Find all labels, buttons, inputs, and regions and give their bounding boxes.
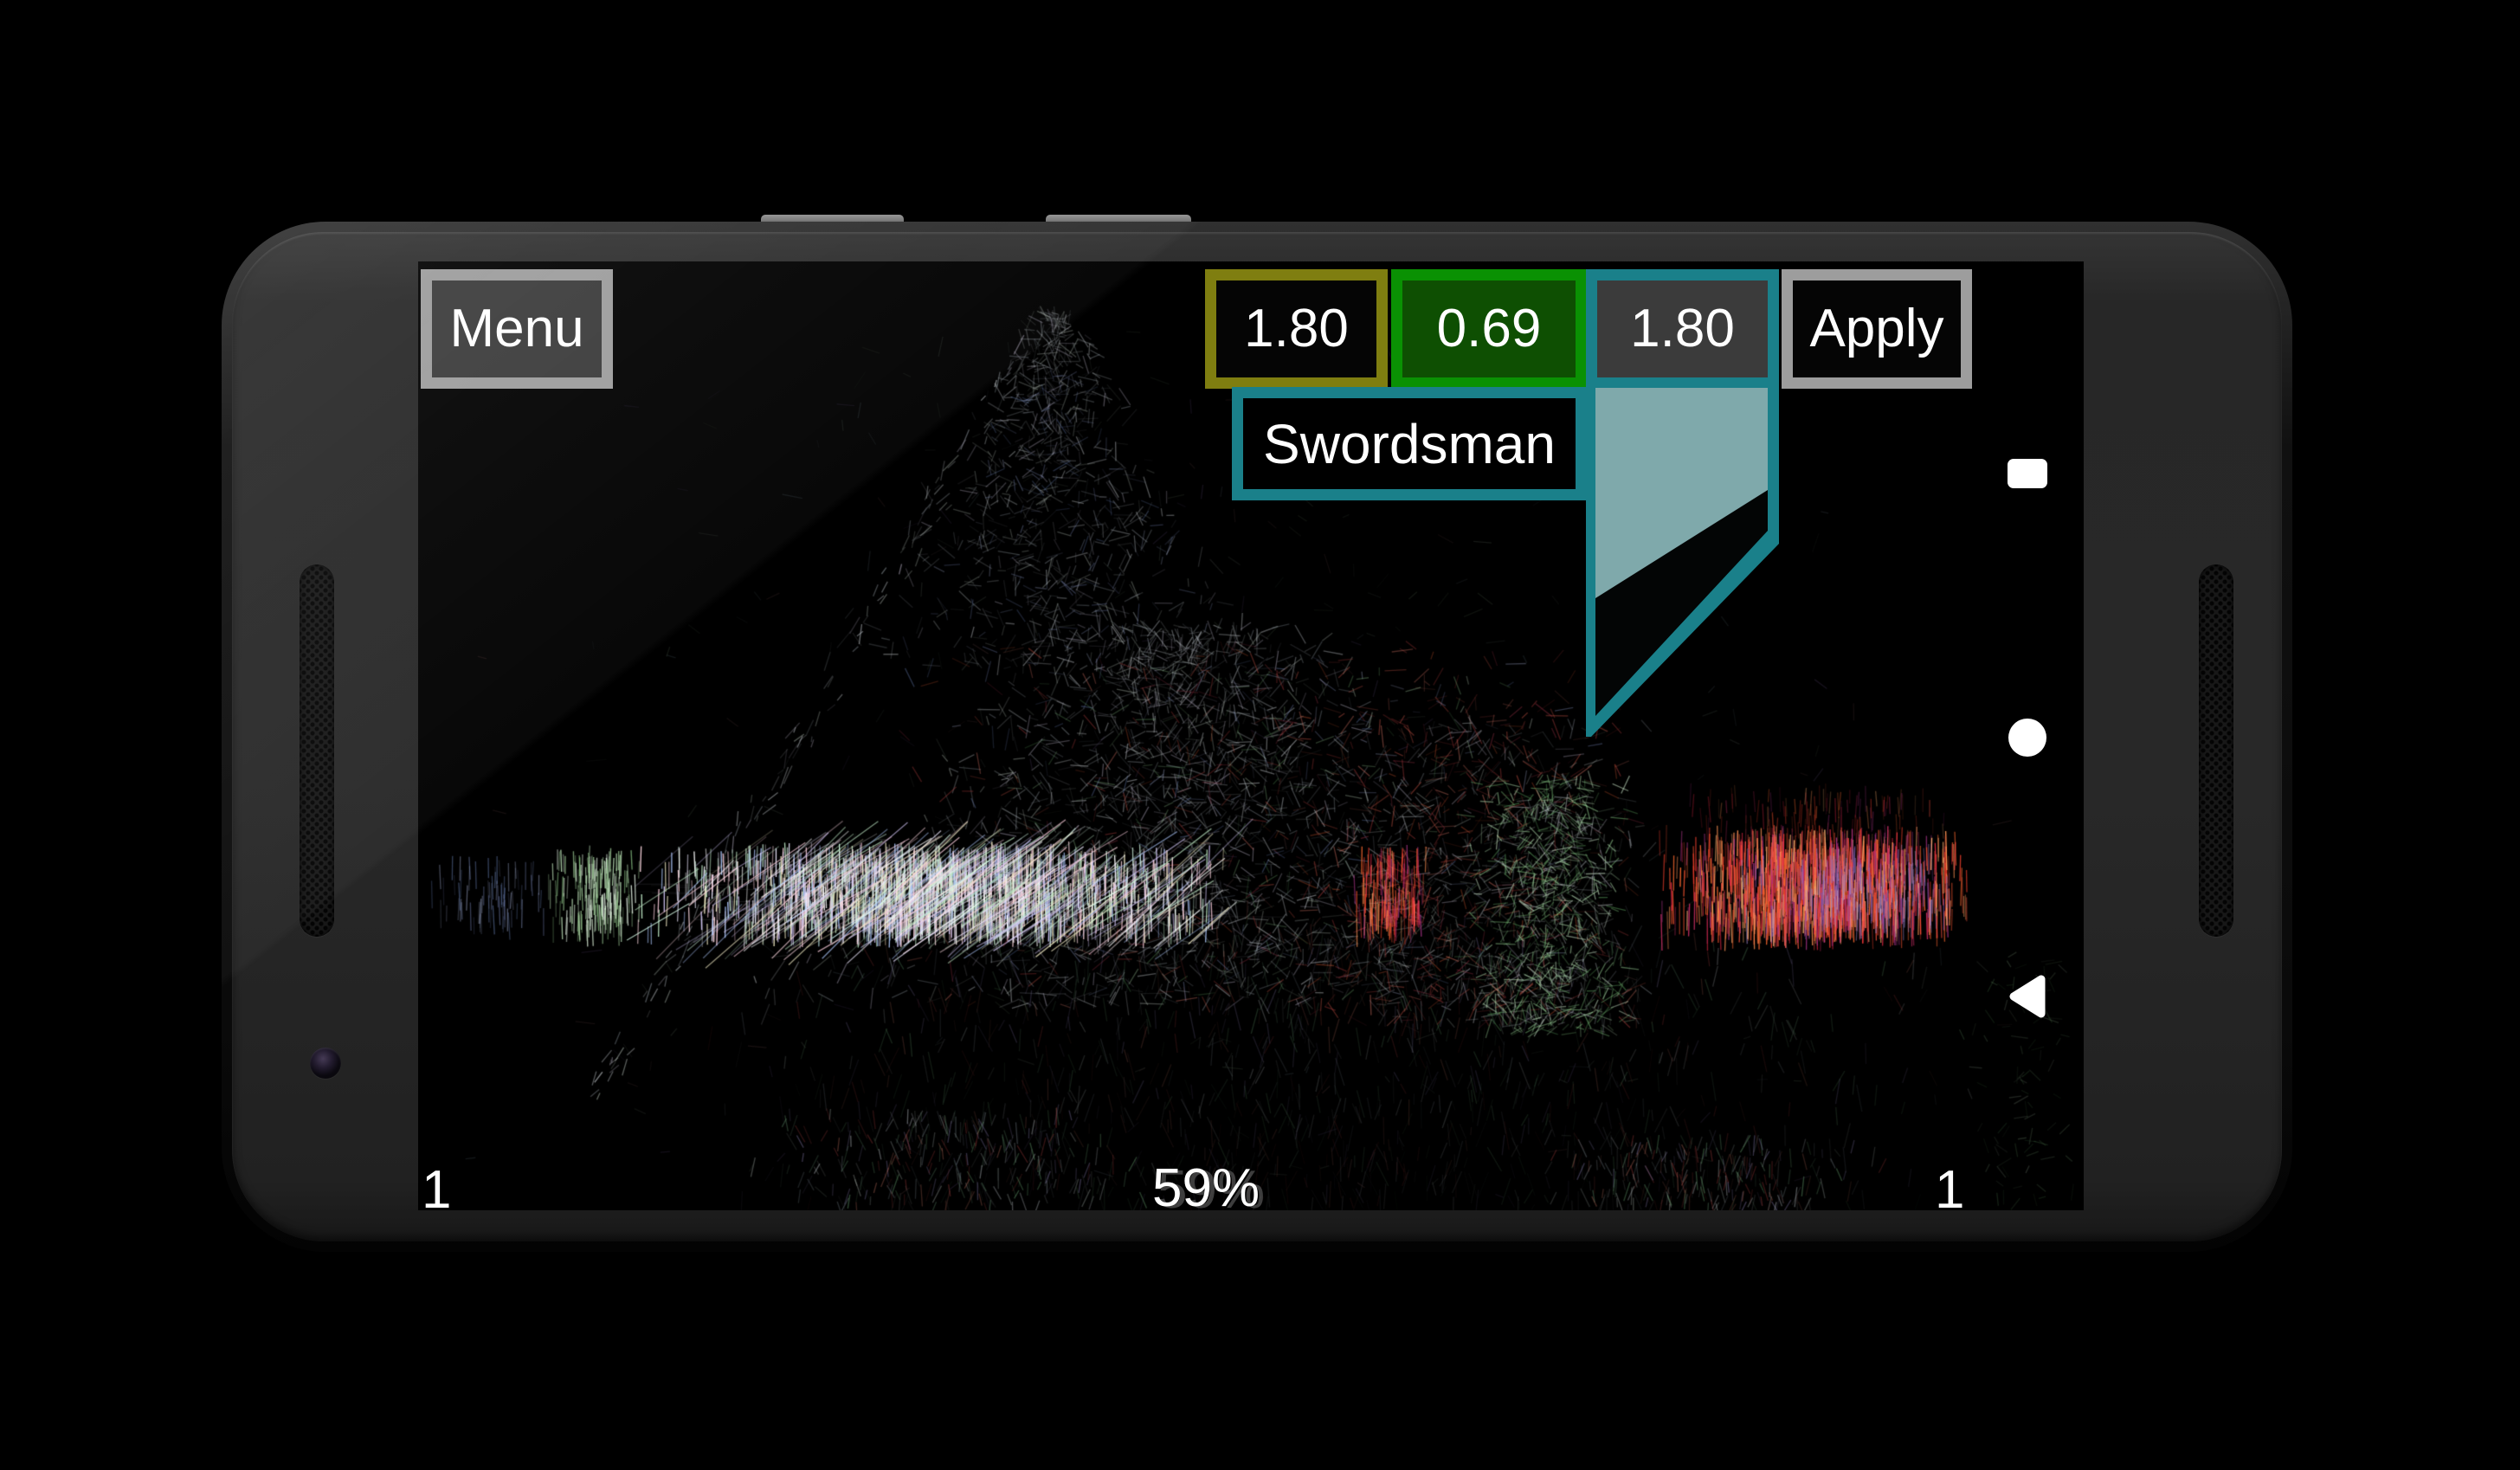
progress-percent-label: 59% — [1152, 1158, 1260, 1211]
selection-banner-flag — [1586, 388, 1779, 737]
apply-button[interactable]: Apply — [1782, 269, 1972, 389]
stat-value-box-2[interactable]: 0.69 — [1391, 269, 1587, 389]
left-counter-label: 1 — [422, 1160, 452, 1211]
right-speaker-grille — [2199, 564, 2233, 937]
nav-back-button[interactable] — [2007, 973, 2046, 1020]
left-speaker-grille — [300, 564, 334, 937]
app-screen: Menu 1.80 0.69 1.80 Apply Swordsman 1 — [418, 261, 2084, 1210]
front-camera — [310, 1048, 341, 1079]
nav-home-button[interactable] — [2008, 719, 2046, 757]
phone-body: Menu 1.80 0.69 1.80 Apply Swordsman 1 — [222, 222, 2292, 1252]
right-counter-label: 1 — [1935, 1160, 1965, 1211]
phone-front-face: Menu 1.80 0.69 1.80 Apply Swordsman 1 — [232, 232, 2282, 1241]
menu-button[interactable]: Menu — [421, 269, 613, 389]
stat-value-box-3[interactable]: 1.80 — [1586, 269, 1779, 389]
stat-value-box-1[interactable]: 1.80 — [1205, 269, 1388, 389]
unit-name-label[interactable]: Swordsman — [1232, 387, 1587, 500]
nav-recents-button[interactable] — [2008, 459, 2047, 488]
